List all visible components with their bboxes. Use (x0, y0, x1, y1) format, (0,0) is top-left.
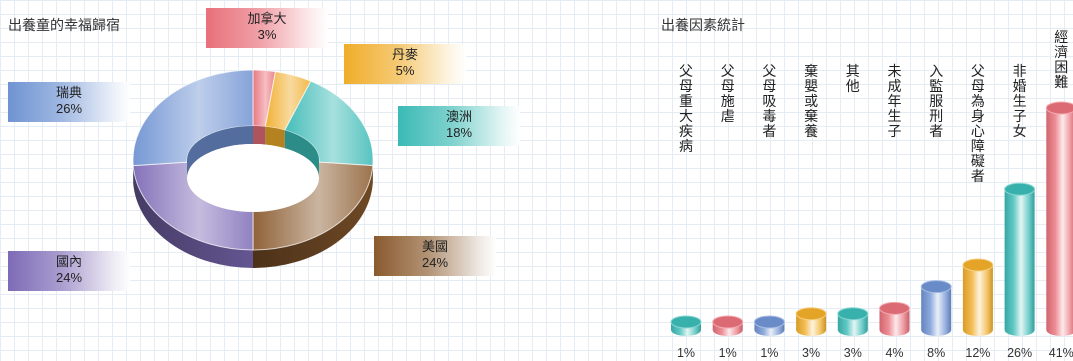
pie-label-percent: 26% (55, 101, 83, 116)
bar-category-label-7: 父母為身心障礙者 (970, 63, 985, 184)
pie-label-name: 丹麥 (391, 47, 418, 62)
bar-value-label-0: 1% (676, 346, 696, 360)
bar-value-label-1: 1% (718, 346, 737, 360)
bar-category-label-4: 其他 (845, 63, 860, 94)
donut-inner-wall-2-0 (284, 130, 319, 178)
pie-label-name: 瑞典 (55, 85, 82, 100)
bar-cap-4 (837, 307, 869, 321)
bar-value-label-3: 3% (802, 346, 821, 360)
pie-label-percent: 3% (257, 27, 277, 42)
bar-chart-title: 出養因素統計 (661, 17, 745, 33)
pie-label-percent: 24% (55, 270, 83, 285)
bar-cap-3 (795, 307, 827, 321)
pie-label-name: 加拿大 (247, 11, 287, 26)
bar-7 (962, 265, 993, 336)
bar-cap-6 (920, 280, 952, 294)
pie-label-1: 丹麥 5% (344, 44, 466, 84)
bar-value-label-7: 12% (965, 346, 991, 360)
bar-category-label-1: 父母施虐 (720, 63, 735, 124)
pie-label-2: 澳洲 18% (398, 106, 520, 146)
pie-label-5: 瑞典 26% (8, 82, 130, 122)
bar-cap-2 (753, 315, 785, 329)
pie-label-4: 國內 24% (8, 251, 130, 291)
bar-8 (1004, 189, 1035, 336)
pie-label-0: 加拿大 3% (206, 8, 328, 48)
bar-value-label-6: 8% (927, 346, 946, 360)
bar-category-label-6: 入監服刑者 (929, 63, 944, 139)
bar-value-label-9: 41% (1048, 346, 1073, 360)
bar-value-label-8: 26% (1007, 346, 1033, 360)
bar-category-label-3: 棄嬰或棄養 (804, 63, 819, 139)
pie-label-percent: 5% (395, 63, 415, 78)
pie-label-name: 國內 (55, 254, 82, 269)
bar-category-label-0: 父母重大疾病 (679, 63, 693, 154)
donut-inner-wall-5-1 (187, 126, 253, 178)
bar-6 (921, 286, 952, 336)
bar-category-label-2: 父母吸毒者 (762, 63, 777, 139)
bar-category-label-8: 非婚生子女 (1012, 63, 1027, 139)
bar-value-label-4: 3% (843, 346, 862, 360)
bar-value-label-5: 4% (885, 346, 904, 360)
bar-cap-0 (670, 315, 702, 329)
pie-label-name: 美國 (421, 239, 448, 254)
bar-value-label-2: 1% (760, 346, 779, 360)
bar-category-label-5: 未成年生子 (887, 63, 902, 139)
donut-wall-3 (253, 165, 373, 268)
pie-label-percent: 24% (421, 255, 449, 270)
pie-label-name: 澳洲 (445, 109, 472, 124)
bar-cap-5 (879, 301, 910, 315)
donut-hole (187, 144, 319, 212)
bar-cap-7 (962, 258, 994, 272)
bar-9 (1046, 108, 1073, 336)
pie-label-3: 美國 24% (374, 236, 496, 276)
bar-category-label-9: 經濟困難 (1054, 29, 1069, 90)
bar-cap-9 (1045, 101, 1073, 115)
bar-cap-8 (1004, 182, 1036, 196)
pie-chart-title: 出養童的幸福歸宿 (8, 17, 120, 33)
bar-cap-1 (712, 315, 744, 329)
bar-5 (879, 308, 910, 336)
donut-wall-4 (133, 165, 253, 268)
donut-inner-wall-0-0 (253, 126, 266, 145)
pie-label-percent: 18% (445, 125, 473, 140)
donut-inner-wall-1-0 (265, 126, 285, 149)
